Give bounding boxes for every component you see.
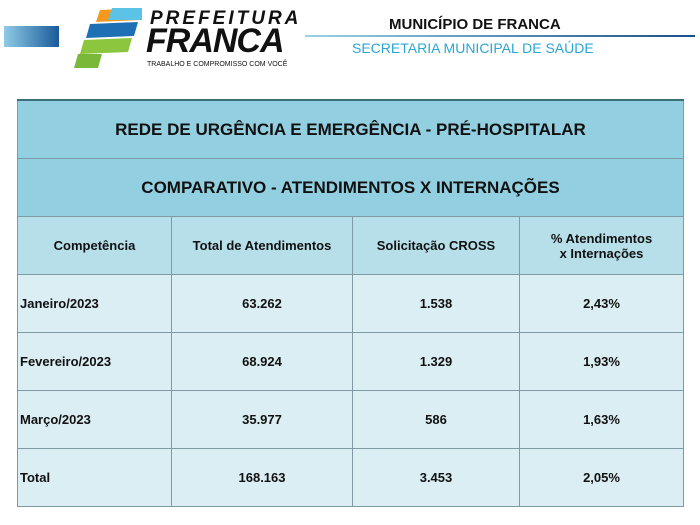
cell: Março/2023 <box>17 390 172 449</box>
cell: 1,93% <box>519 332 684 391</box>
table-row: Março/2023 35.977 586 1,63% <box>17 390 684 449</box>
column-header: Solicitação CROSS <box>352 216 520 275</box>
column-header: % Atendimentos x Internações <box>519 216 684 275</box>
prefeitura-franca-logo: PREFEITURA FRANCA TRABALHO E COMPROMISSO… <box>72 6 298 70</box>
secretariat-title: SECRETARIA MUNICIPAL DE SAÚDE <box>352 40 594 56</box>
comparison-table: REDE DE URGÊNCIA E EMERGÊNCIA - PRÉ-HOSP… <box>17 99 684 507</box>
total-row: Total 168.163 3.453 2,05% <box>17 448 684 507</box>
cell: 63.262 <box>171 274 353 333</box>
cell: 35.977 <box>171 390 353 449</box>
cell: Fevereiro/2023 <box>17 332 172 391</box>
cell: 1,63% <box>519 390 684 449</box>
logo-mark-icon <box>74 8 142 68</box>
table-title: REDE DE URGÊNCIA E EMERGÊNCIA - PRÉ-HOSP… <box>17 99 684 159</box>
table-subtitle: COMPARATIVO - ATENDIMENTOS X INTERNAÇÕES <box>17 158 684 217</box>
table-row: Fevereiro/2023 68.924 1.329 1,93% <box>17 332 684 391</box>
header-row: Competência Total de Atendimentos Solici… <box>17 216 684 275</box>
cell: 586 <box>352 390 520 449</box>
column-header: Total de Atendimentos <box>171 216 353 275</box>
cell: 1.329 <box>352 332 520 391</box>
logo-text-franca: FRANCA <box>146 22 285 60</box>
cell: 68.924 <box>171 332 353 391</box>
cell: 168.163 <box>171 448 353 507</box>
header-divider <box>305 35 695 37</box>
cell: Janeiro/2023 <box>17 274 172 333</box>
column-header: Competência <box>17 216 172 275</box>
cell: Total <box>17 448 172 507</box>
header-blue-bar <box>4 26 59 47</box>
table-row: Janeiro/2023 63.262 1.538 2,43% <box>17 274 684 333</box>
cell: 2,05% <box>519 448 684 507</box>
municipality-title: MUNICÍPIO DE FRANCA <box>389 16 561 33</box>
cell: 2,43% <box>519 274 684 333</box>
cell: 1.538 <box>352 274 520 333</box>
logo-tagline: TRABALHO E COMPROMISSO COM VOCÊ <box>147 61 288 68</box>
cell: 3.453 <box>352 448 520 507</box>
logo-text-prefeitura: PREFEITURA <box>150 8 302 29</box>
